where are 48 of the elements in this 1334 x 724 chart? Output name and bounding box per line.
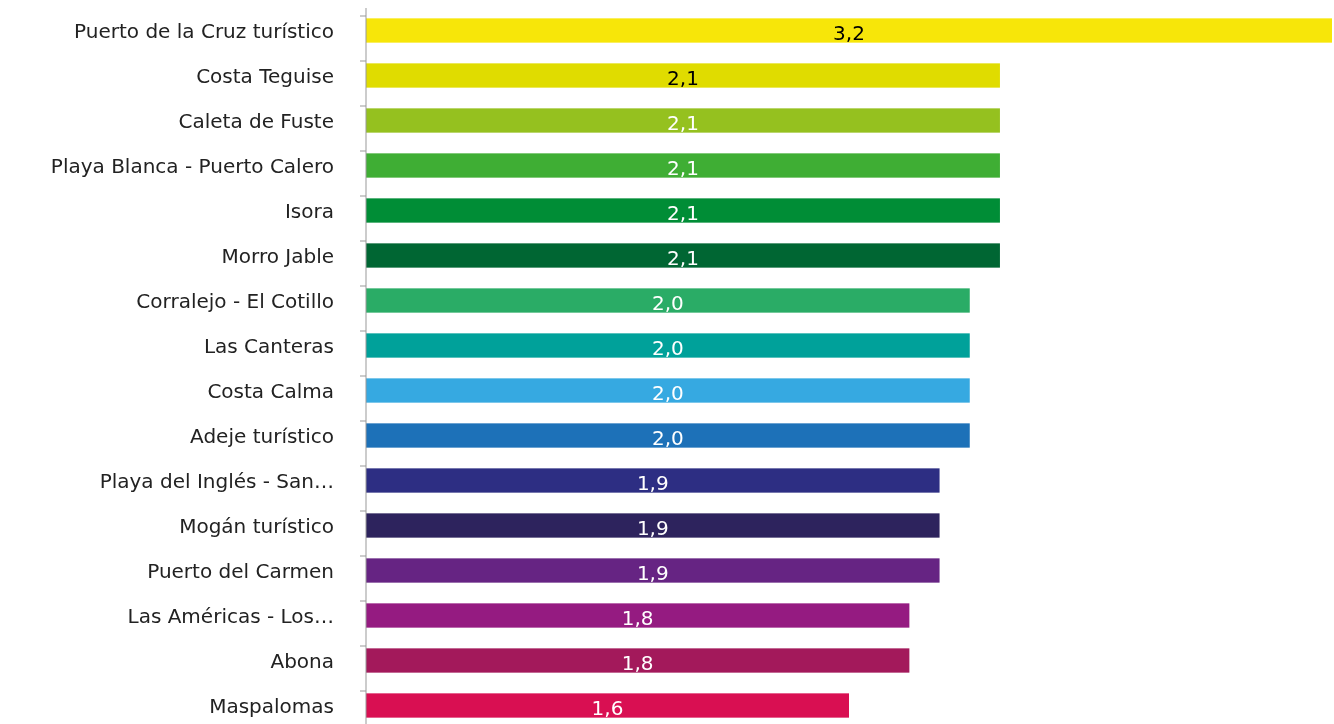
y-tick-label: Abona bbox=[270, 648, 334, 673]
bar bbox=[366, 243, 1000, 268]
bar bbox=[366, 648, 910, 673]
data-label: 2,0 bbox=[651, 380, 684, 405]
y-tick-label: Playa Blanca - Puerto Calero bbox=[50, 153, 334, 178]
y-tick-label: Costa Teguise bbox=[196, 63, 334, 88]
bar bbox=[366, 558, 940, 583]
bar bbox=[366, 513, 940, 538]
bar bbox=[366, 333, 970, 358]
y-tick-label: Las Américas - Los… bbox=[127, 603, 334, 628]
data-label: 1,9 bbox=[636, 560, 669, 585]
data-label: 2,0 bbox=[651, 290, 684, 315]
y-tick-label: Adeje turístico bbox=[190, 423, 334, 448]
data-label: 1,8 bbox=[621, 605, 654, 630]
bar bbox=[366, 153, 1000, 178]
data-label: 2,1 bbox=[667, 155, 699, 180]
bar bbox=[366, 63, 1000, 88]
bar bbox=[366, 288, 970, 313]
data-label: 2,1 bbox=[667, 245, 699, 270]
y-tick-label: Costa Calma bbox=[207, 378, 334, 403]
bar bbox=[366, 378, 970, 403]
data-label: 2,1 bbox=[667, 110, 699, 135]
bar bbox=[366, 108, 1000, 133]
bar bbox=[366, 603, 910, 628]
y-tick-label: Corralejo - El Cotillo bbox=[136, 288, 334, 313]
data-label: 2,1 bbox=[667, 200, 699, 225]
y-tick-label: Puerto de la Cruz turístico bbox=[74, 18, 334, 43]
y-tick-label: Maspalomas bbox=[209, 693, 334, 718]
data-label: 2,0 bbox=[651, 425, 684, 450]
data-label: 2,1 bbox=[667, 65, 699, 90]
y-tick-label: Playa del Inglés - San… bbox=[99, 468, 334, 493]
y-tick-label: Mogán turístico bbox=[179, 513, 334, 538]
bar bbox=[366, 423, 970, 448]
y-tick-label: Puerto del Carmen bbox=[147, 558, 334, 583]
y-tick-label: Las Canteras bbox=[203, 333, 334, 358]
y-tick-label: Isora bbox=[284, 198, 334, 223]
data-label: 1,9 bbox=[636, 470, 669, 495]
bar bbox=[366, 198, 1000, 223]
y-tick-label: Caleta de Fuste bbox=[178, 108, 334, 133]
y-tick-label: Morro Jable bbox=[221, 243, 334, 268]
bar bbox=[366, 18, 1332, 43]
data-label: 1,8 bbox=[621, 650, 654, 675]
bar bbox=[366, 693, 849, 718]
bar bbox=[366, 468, 940, 493]
data-label: 3,2 bbox=[833, 20, 865, 45]
data-label: 1,6 bbox=[591, 695, 624, 720]
data-label: 1,9 bbox=[636, 515, 669, 540]
data-label: 2,0 bbox=[651, 335, 684, 360]
